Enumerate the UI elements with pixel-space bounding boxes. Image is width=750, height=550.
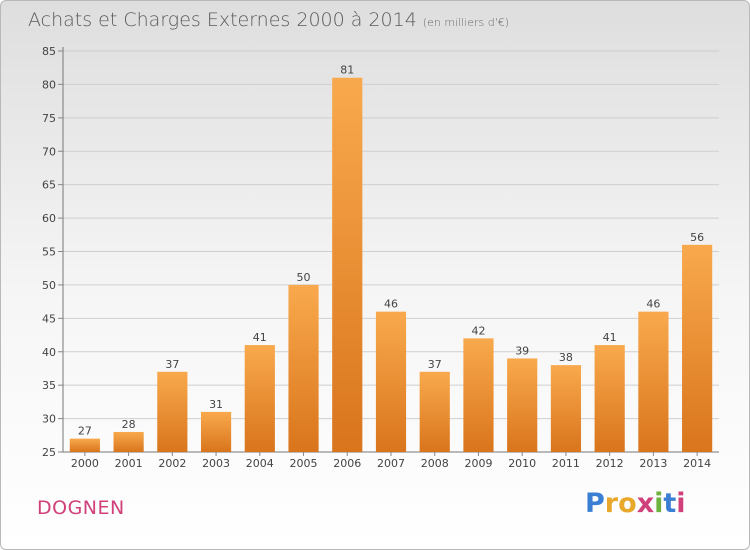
bar-2000 [69, 438, 100, 452]
bar-2007 [375, 311, 407, 452]
x-tick-label: 2003 [202, 457, 230, 470]
chart-title-text: Achats et Charges Externes 2000 à 2014 [28, 9, 417, 31]
logo-letter: i [654, 488, 664, 519]
bar-2006 [332, 77, 363, 452]
x-tick-label: 2004 [246, 457, 274, 470]
bars [69, 77, 713, 452]
bar-2012 [594, 345, 625, 452]
y-tick-label: 35 [42, 379, 56, 392]
x-tick-label: 2013 [639, 457, 667, 470]
x-tick-label: 2011 [552, 457, 580, 470]
bar-2010 [507, 358, 538, 452]
data-label-2005: 50 [297, 271, 311, 284]
bar-2009 [463, 338, 494, 452]
commune-name: DOGNEN [37, 497, 125, 519]
chart-title: Achats et Charges Externes 2000 à 2014 (e… [28, 9, 509, 31]
y-tick-label: 30 [42, 413, 56, 426]
y-tick-label: 85 [42, 45, 56, 58]
logo-letter: P [585, 488, 605, 519]
x-tick-label: 2012 [596, 457, 624, 470]
data-label-2013: 46 [646, 298, 660, 311]
x-tick-label: 2005 [290, 457, 318, 470]
bar-2005 [288, 284, 319, 452]
bar-2004 [244, 345, 275, 452]
data-label-2010: 39 [515, 344, 529, 357]
x-tick-label: 2000 [71, 457, 99, 470]
data-label-2014: 56 [690, 231, 704, 244]
x-tick-label: 2014 [683, 457, 711, 470]
logo-letter: x [636, 488, 655, 519]
y-tick-label: 50 [42, 279, 56, 292]
data-label-2007: 46 [384, 298, 398, 311]
logo-letter: o [618, 488, 637, 519]
bar-2001 [113, 431, 144, 452]
y-tick-label: 75 [42, 112, 56, 125]
data-label-2004: 41 [253, 331, 267, 344]
data-label-2006: 81 [340, 64, 354, 77]
y-tick-label: 55 [42, 246, 56, 259]
x-tick-label: 2009 [464, 457, 492, 470]
x-tick-label: 2006 [333, 457, 361, 470]
labels: 2000 27 2001 28 2002 37 2003 31 2004 41 2005 50 2006… [71, 64, 711, 470]
data-label-2003: 31 [209, 398, 223, 411]
chart-subtitle: (en milliers d'€) [422, 16, 510, 29]
data-label-2002: 37 [165, 358, 179, 371]
data-label-2009: 42 [471, 324, 485, 337]
data-label-2000: 27 [78, 425, 92, 438]
bar-2014 [682, 244, 713, 452]
x-tick-label: 2010 [508, 457, 536, 470]
y-tick-label: 25 [42, 446, 56, 459]
x-tick-label: 2001 [115, 457, 143, 470]
y-tick-label: 70 [42, 145, 56, 158]
data-label-2011: 38 [559, 351, 573, 364]
logo-letter: i [676, 488, 686, 519]
data-label-2001: 28 [122, 418, 136, 431]
bar-2003 [200, 411, 232, 452]
proxiti-logo[interactable]: Proxiti [585, 488, 686, 519]
y-tick-label: 80 [42, 78, 56, 91]
y-tick-label: 65 [42, 179, 56, 192]
y-tick-label: 60 [42, 212, 56, 225]
logo-letter: r [604, 488, 619, 519]
data-label-2008: 37 [428, 358, 442, 371]
bar-2002 [157, 371, 188, 452]
bar-2011 [550, 365, 582, 452]
x-tick-label: 2008 [421, 457, 449, 470]
x-tick-label: 2007 [377, 457, 405, 470]
logo-letter: t [663, 488, 677, 519]
bar-2008 [419, 371, 450, 452]
data-label-2012: 41 [603, 331, 617, 344]
x-tick-label: 2002 [158, 457, 186, 470]
y-tick-label: 45 [42, 312, 56, 325]
bar-2013 [638, 311, 669, 452]
y-tick-label: 40 [42, 346, 56, 359]
